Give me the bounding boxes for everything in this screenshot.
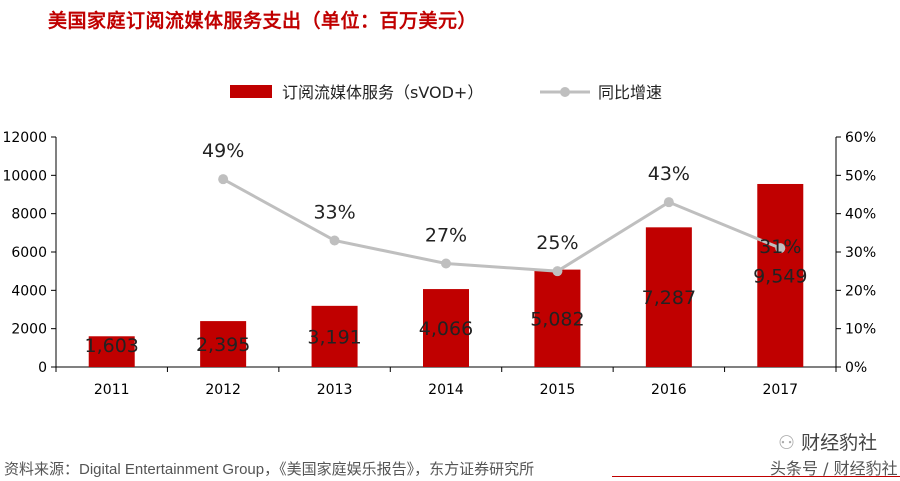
growth-point	[663, 197, 674, 208]
right-tick-label: 50%	[845, 168, 876, 184]
right-tick-label: 0%	[845, 360, 867, 376]
growth-data-label: 33%	[313, 202, 355, 224]
left-tick-label: 12000	[2, 130, 47, 146]
left-tick-label: 4000	[11, 283, 47, 299]
x-tick-label: 2013	[317, 382, 353, 398]
bar	[645, 227, 692, 367]
left-tick-label: 2000	[11, 322, 47, 338]
bar-data-label: 5,082	[530, 308, 584, 330]
growth-point	[441, 258, 451, 269]
x-tick-label: 2017	[762, 382, 798, 398]
watermark-sub: 头条号 / 财经豹社	[770, 459, 898, 478]
growth-line	[222, 177, 781, 273]
growth-data-label: 27%	[425, 225, 467, 247]
x-tick-label: 2012	[205, 382, 241, 398]
growth-point	[329, 235, 340, 246]
divider	[612, 476, 900, 477]
growth-data-label: 31%	[759, 236, 801, 258]
x-tick-label: 2015	[540, 382, 576, 398]
bar	[200, 321, 247, 367]
legend-line-label: 同比增速	[598, 83, 662, 102]
bar	[423, 289, 469, 367]
bar-data-label: 4,066	[419, 318, 473, 340]
left-tick-label: 8000	[11, 207, 47, 223]
legend-bar-label: 订阅流媒体服务（sVOD+）	[282, 83, 483, 102]
watermark-text: 财经豹社	[801, 432, 878, 454]
bar-data-label: 7,287	[642, 287, 696, 309]
x-tick-label: 2014	[428, 382, 464, 398]
left-tick-label: 6000	[11, 245, 47, 261]
growth-data-label: 49%	[202, 140, 244, 162]
watermark-logo: ⚇ 财经豹社	[778, 428, 877, 455]
x-tick-label: 2016	[651, 382, 687, 398]
growth-point	[775, 243, 786, 254]
legend-bar-swatch	[230, 85, 272, 98]
growth-data-label: 43%	[648, 163, 690, 185]
bar-data-label: 2,395	[196, 334, 250, 356]
right-tick-label: 20%	[845, 283, 876, 299]
x-tick-label: 2011	[94, 382, 130, 398]
right-tick-label: 30%	[845, 245, 876, 261]
left-tick-label: 0	[38, 360, 47, 376]
growth-point	[552, 266, 563, 277]
chart-title: 美国家庭订阅流媒体服务支出（单位：百万美元）	[48, 10, 478, 32]
growth-point	[218, 174, 229, 185]
bar	[757, 183, 804, 367]
bar-data-label: 9,549	[753, 265, 807, 287]
left-tick-label: 10000	[2, 168, 47, 184]
right-tick-label: 60%	[845, 130, 876, 146]
bar	[311, 305, 358, 367]
wechat-icon: ⚇	[778, 432, 802, 454]
growth-data-label: 25%	[536, 232, 578, 254]
source-note: 资料来源：Digital Entertainment Group，《美国家庭娱乐…	[4, 461, 535, 478]
bar-data-label: 1,603	[85, 335, 139, 357]
legend-line-marker	[560, 87, 570, 97]
bar	[534, 269, 581, 367]
right-tick-label: 10%	[845, 322, 876, 338]
bar	[88, 336, 135, 367]
bar-data-label: 3,191	[307, 326, 361, 348]
right-tick-label: 40%	[845, 207, 876, 223]
